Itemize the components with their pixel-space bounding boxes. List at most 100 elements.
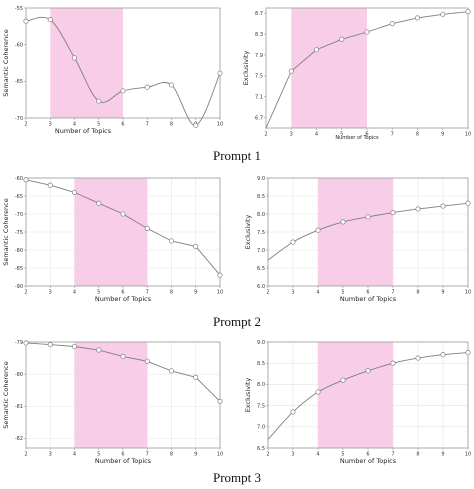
chart1-data-point [120, 88, 126, 94]
chart5-x-tick-label: 8 [170, 452, 173, 458]
chart4-y-tick-label: 7.0 [257, 248, 265, 254]
chart3-y-tick-label: -70 [15, 212, 23, 218]
chart6-x-tick-label: 7 [391, 452, 394, 458]
chart5-x-tick-label: 2 [24, 452, 27, 458]
chart-prompt3-coherence: 2 3 4 5 6 7 8 9 10 -79 -80 -81 -82 Number of Topics Se… [0, 334, 228, 472]
chart-svg: 2 3 4 5 6 7 8 9 10 -79 -80 -81 -82 Number of Topics Se… [2, 340, 223, 465]
chart4-x-tick-label: 2 [266, 290, 269, 296]
chart2-data-point [313, 47, 320, 53]
chart3-data-point [120, 211, 126, 217]
chart1-data-point [71, 55, 78, 61]
chart1-y-tick-label: -65 [15, 79, 23, 85]
chart4-y-tick-label: 6.0 [257, 284, 265, 290]
chart4-x-axis-label: Number of Topics [340, 295, 397, 303]
chart6-x-tick-label: 10 [465, 452, 471, 458]
chart5-data-point [168, 368, 175, 374]
chart3-data-point [217, 272, 223, 278]
chart5-y-axis-label: Semantic Coherence [2, 361, 10, 428]
chart4-data-point [315, 227, 321, 233]
chart-prompt2-coherence: 2 3 4 5 6 7 8 9 10 -60 -65 -70 -75 -80 -85 -90 Number of… [0, 170, 228, 310]
chart3-data-point [71, 189, 78, 195]
chart1-x-tick-label: 2 [24, 122, 27, 128]
row-label-prompt3: Prompt 3 [212, 470, 262, 485]
chart6-x-tick-label: 2 [266, 452, 269, 458]
chart5-highlight-band [74, 342, 148, 448]
chart1-x-axis-label: Number of Topics [55, 127, 112, 135]
chart2-data-point [414, 15, 421, 21]
chart2-y-axis-label: Exclusivity [242, 51, 250, 86]
chart4-x-tick-label: 9 [441, 290, 444, 296]
chart2-y-tick-label: 7.5 [255, 74, 263, 80]
chart-prompt3-exclusivity: 2 3 4 5 6 7 8 9 10 6.5 7.0 7.5 8.0 8.5 9.0 Number of To… [240, 334, 472, 472]
chart5-data-point [217, 398, 223, 404]
chart3-x-tick-label: 10 [217, 290, 223, 296]
chart5-x-tick-label: 4 [73, 452, 76, 458]
chart5-x-axis-label: Number of Topics [95, 457, 152, 465]
chart6-data-point [315, 389, 321, 395]
chart6-data-point [340, 377, 346, 383]
chart5-x-tick-label: 3 [49, 452, 52, 458]
chart-svg: 2 3 4 5 6 7 8 9 10 6.7 7.1 7.5 7.9 8.3 8.7 Number of To… [242, 7, 471, 141]
chart6-x-tick-label: 3 [291, 452, 294, 458]
chart-svg: 2 3 4 5 6 7 8 9 10 6.0 6.5 7.0 7.5 8.0 8.5 9.0 Number of… [244, 176, 471, 303]
chart2-x-tick-label: 7 [391, 132, 394, 138]
chart6-y-tick-label: 6.5 [257, 446, 265, 452]
chart2-x-tick-label: 5 [340, 132, 343, 138]
chart1-x-tick-label: 10 [217, 122, 223, 128]
chart3-highlight-band [74, 178, 148, 286]
chart5-x-tick-label: 5 [97, 452, 100, 458]
chart5-data-point [71, 343, 78, 350]
chart1-data-point [193, 122, 199, 128]
chart2-data-point [339, 36, 345, 42]
chart6-y-tick-label: 7.0 [257, 425, 265, 431]
chart3-y-tick-label: -85 [15, 266, 23, 272]
chart6-highlight-band [318, 342, 393, 448]
chart4-y-tick-label: 8.5 [257, 194, 265, 200]
chart6-y-tick-label: 8.5 [257, 361, 265, 367]
chart-prompt1-exclusivity: 2 3 4 5 6 7 8 9 10 6.7 7.1 7.5 7.9 8.3 8.7 Number of To… [240, 0, 472, 141]
chart2-highlight-band [291, 8, 367, 128]
chart3-y-tick-label: -65 [15, 194, 23, 200]
chart2-x-tick-label: 9 [441, 132, 444, 138]
chart3-y-tick-label: -80 [15, 248, 23, 254]
chart2-x-tick-label: 3 [290, 132, 293, 138]
chart5-data-point [96, 347, 102, 353]
chart3-x-tick-label: 3 [49, 290, 52, 296]
chart3-x-tick-label: 2 [24, 290, 27, 296]
chart4-x-tick-label: 10 [465, 290, 471, 296]
chart4-data-point [340, 219, 346, 225]
chart3-data-point [96, 200, 102, 206]
chart2-y-tick-label: 8.3 [255, 32, 263, 38]
chart2-x-tick-label: 10 [465, 132, 471, 138]
chart6-x-tick-label: 6 [366, 452, 369, 458]
chart5-data-point [193, 374, 199, 380]
chart3-y-tick-label: -90 [15, 284, 23, 290]
chart2-x-tick-label: 2 [264, 132, 267, 138]
chart5-data-point [120, 353, 126, 360]
chart3-x-tick-label: 7 [146, 290, 149, 296]
chart1-x-tick-label: 4 [73, 122, 76, 128]
chart1-x-tick-label: 3 [49, 122, 52, 128]
chart5-x-tick-label: 6 [121, 452, 124, 458]
chart6-y-tick-label: 9.0 [257, 340, 265, 346]
chart3-data-point [168, 238, 175, 244]
chart5-y-tick-label: -82 [15, 436, 23, 442]
chart2-data-point [288, 68, 294, 74]
chart4-y-tick-label: 7.5 [257, 230, 265, 236]
chart4-data-point [365, 214, 371, 220]
chart4-y-tick-label: 8.0 [257, 212, 265, 218]
chart1-x-tick-label: 7 [146, 122, 149, 128]
chart1-data-point [168, 82, 175, 88]
chart6-data-point [440, 352, 446, 358]
chart5-data-point [144, 358, 150, 364]
chart-svg: 2 3 4 5 6 7 8 9 10 6.5 7.0 7.5 8.0 8.5 9.0 Number of To… [244, 340, 471, 465]
chart3-x-tick-label: 8 [170, 290, 173, 296]
chart3-data-point [47, 182, 53, 188]
chart3-x-tick-label: 4 [73, 290, 76, 296]
chart1-highlight-band [50, 8, 123, 118]
chart2-y-tick-label: 7.1 [255, 94, 263, 100]
chart3-data-point [193, 243, 199, 249]
chart2-y-tick-label: 6.7 [255, 115, 263, 121]
